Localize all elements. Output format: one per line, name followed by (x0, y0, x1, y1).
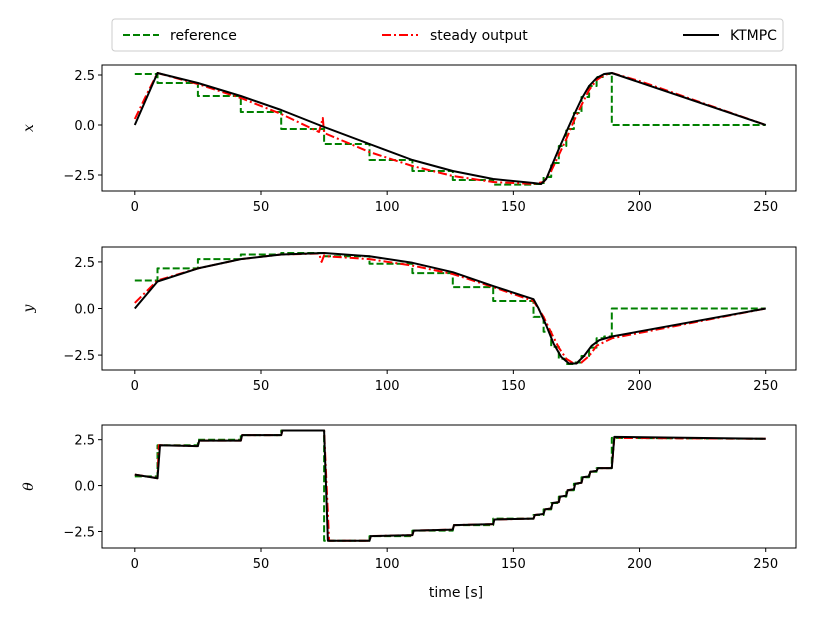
y-tick-label-theta-0: 2.5 (74, 434, 95, 449)
legend-label-steady-output: steady output (430, 28, 528, 44)
x-tick-label-y-250: 250 (753, 379, 778, 394)
x-tick-label-x-100: 100 (375, 200, 400, 215)
x-tick-label-x-250: 250 (753, 200, 778, 215)
series-steady-output-x (133, 72, 767, 185)
x-tick-label-x-200: 200 (627, 200, 652, 215)
legend: reference steady output KTMPC (111, 18, 784, 52)
series-group-x (133, 72, 767, 186)
x-axis-label: time [s] (429, 585, 483, 601)
y-axis-label-y: y (21, 303, 37, 313)
y-tick-label-x-2: −2.5 (63, 169, 95, 184)
legend-entry-ktmpc: KTMPC (683, 28, 777, 44)
y-axis-label-x: x (21, 124, 37, 132)
legend-label-reference: reference (170, 28, 237, 44)
subplot-y: 0 50 100 150 200 250 2.5 0.0 −2.5 y (21, 246, 797, 394)
subplot-theta: 0 50 100 150 200 250 2.5 0.0 −2.5 θ (21, 424, 797, 572)
legend-entry-reference: reference (123, 28, 237, 44)
x-tick-label-x-50: 50 (253, 200, 270, 215)
y-tick-label-y-0: 2.5 (74, 256, 95, 271)
series-reference-y (134, 252, 766, 365)
x-tick-label-theta-150: 150 (501, 557, 526, 572)
series-steady-output-y (134, 252, 766, 365)
x-tick-label-x-0: 0 (131, 200, 139, 215)
y-tick-label-y-1: 0.0 (74, 303, 95, 318)
subplots: 0 50 100 150 200 250 2.5 0.0 −2.5 x 0 50 100 150 200 25… (21, 64, 797, 572)
x-tick-label-theta-50: 50 (253, 557, 270, 572)
series-group-theta (134, 429, 766, 542)
axes-frame-theta (101, 424, 797, 549)
y-tick-label-x-1: 0.0 (74, 119, 95, 134)
x-tick-label-y-150: 150 (501, 379, 526, 394)
legend-entry-steady-output: steady output (382, 28, 528, 44)
series-ktmpc-y (134, 252, 766, 365)
x-tick-label-y-200: 200 (627, 379, 652, 394)
series-ktmpc-x (133, 72, 767, 185)
x-tick-label-theta-250: 250 (753, 557, 778, 572)
x-tick-label-theta-0: 0 (131, 557, 139, 572)
x-tick-label-y-100: 100 (375, 379, 400, 394)
x-tick-label-x-150: 150 (501, 200, 526, 215)
series-reference-theta (134, 429, 766, 542)
x-tick-label-theta-200: 200 (627, 557, 652, 572)
legend-frame (111, 18, 784, 52)
subplot-x: 0 50 100 150 200 250 2.5 0.0 −2.5 x (21, 64, 797, 215)
y-axis-label-theta: θ (21, 482, 37, 491)
y-tick-label-theta-2: −2.5 (63, 525, 95, 540)
axes-frame-x (101, 64, 797, 192)
x-tick-label-y-0: 0 (131, 379, 139, 394)
y-tick-label-theta-1: 0.0 (74, 480, 95, 495)
x-tick-label-y-50: 50 (253, 379, 270, 394)
series-reference-x (134, 73, 766, 186)
legend-label-ktmpc: KTMPC (730, 28, 777, 44)
y-tick-label-y-2: −2.5 (63, 349, 95, 364)
y-tick-label-x-0: 2.5 (74, 69, 95, 84)
series-steady-output-theta (134, 429, 766, 542)
x-tick-label-theta-100: 100 (375, 557, 400, 572)
series-group-y (134, 252, 766, 365)
series-ktmpc-theta (134, 429, 766, 542)
